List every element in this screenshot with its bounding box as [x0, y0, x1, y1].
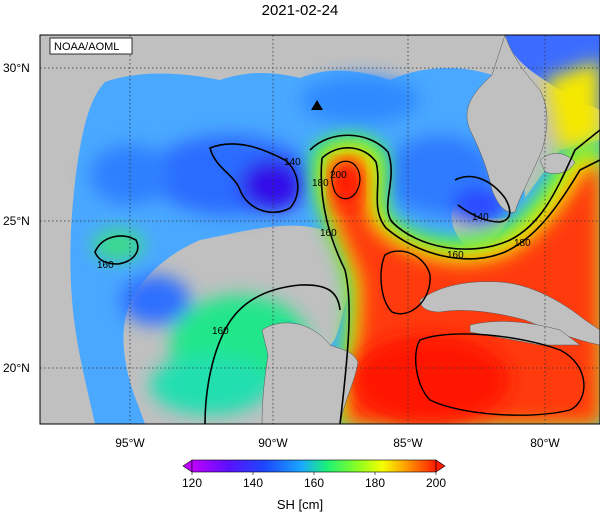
- graticule: [40, 35, 600, 424]
- contour-160-loop: [309, 129, 600, 250]
- map-title: 2021-02-24: [261, 2, 339, 19]
- contour-label: 180: [312, 178, 329, 189]
- contour-label: 140: [284, 157, 301, 168]
- colorbar-low-arrow-icon: [182, 459, 193, 473]
- yucatan-land: [261, 322, 359, 424]
- blob-low-center: [240, 159, 304, 211]
- lon-tick-label: 85°W: [393, 436, 423, 450]
- contour-200-eddy: [331, 160, 361, 200]
- ocean-field: [70, 35, 600, 424]
- contour-label: 160: [320, 228, 337, 239]
- contour-label-group: 140 140 160 160 160 160 180 180 200: [97, 157, 531, 337]
- contour-140-west: [209, 143, 299, 214]
- colorbar: 120 140 160 180 200: [182, 459, 446, 490]
- lat-tick-label: 25°N: [3, 214, 30, 228]
- atlantic-ne-warm: [545, 60, 600, 150]
- credit-label: NOAA/AOML: [54, 41, 119, 53]
- blob-campeche: [150, 355, 270, 415]
- contours: [94, 129, 600, 424]
- lon-tick-label: 80°W: [530, 436, 560, 450]
- caribbean-warm: [350, 335, 510, 424]
- credit-box: NOAA/AOML: [49, 37, 133, 55]
- contour-label: 160: [97, 260, 114, 271]
- contour-200-west: [380, 250, 431, 315]
- contour-label: 200: [330, 170, 347, 181]
- colorbar-gradient: [191, 459, 437, 473]
- contour-label: 180: [514, 238, 531, 249]
- lon-tick-label: 95°W: [115, 436, 145, 450]
- blob-sw: [120, 275, 190, 325]
- colorbar-tick-label: 160: [304, 476, 324, 490]
- station-marker-icon: [311, 100, 323, 110]
- contour-160-west: [94, 235, 139, 265]
- colorbar-tick-label: 200: [426, 476, 446, 490]
- contour-label: 160: [447, 250, 464, 261]
- contour-label: 160: [212, 326, 229, 337]
- florida-land: [466, 35, 548, 213]
- blob-florida-low: [452, 187, 508, 223]
- contour-200-caribbean: [415, 333, 585, 416]
- contour-140-florida: [454, 175, 511, 223]
- map-frame: [39, 34, 600, 425]
- land-masses: [261, 35, 600, 424]
- contour-160-south: [204, 284, 341, 424]
- colorbar-tick-label: 140: [243, 476, 263, 490]
- colorbar-high-arrow-icon: [435, 459, 446, 473]
- contour-180-loop: [321, 147, 600, 260]
- blob-north: [300, 76, 420, 124]
- contour-180-west: [320, 157, 350, 424]
- colorbar-tick-label: 180: [365, 476, 385, 490]
- lat-tick-label: 30°N: [3, 61, 30, 75]
- lat-tick-label: 20°N: [3, 361, 30, 375]
- colorbar-tick-label: 120: [182, 476, 202, 490]
- lon-tick-label: 90°W: [258, 436, 288, 450]
- contour-label: 140: [472, 212, 489, 223]
- colorbar-label: SH [cm]: [276, 497, 324, 512]
